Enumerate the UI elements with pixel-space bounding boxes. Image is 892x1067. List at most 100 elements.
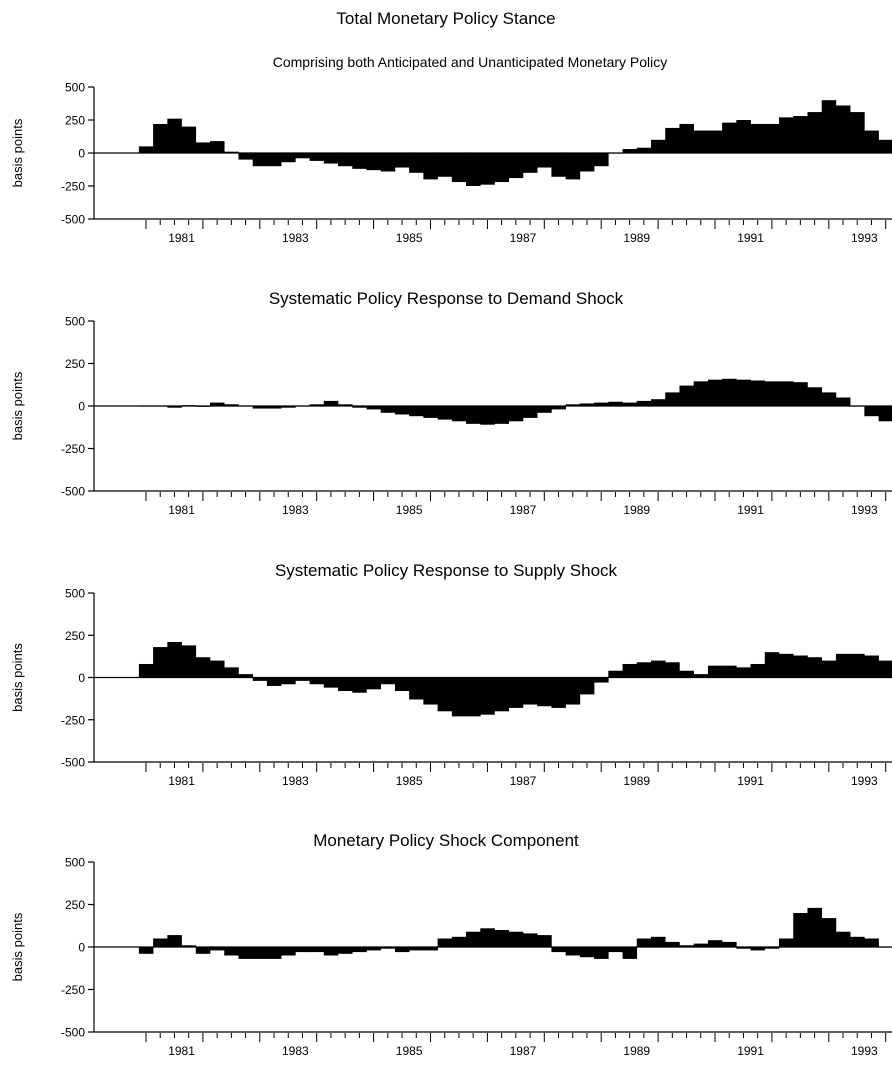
bar: [750, 380, 766, 406]
bar: [636, 662, 652, 678]
y-tick-label: 0: [78, 147, 85, 161]
x-tick-label: 1991: [737, 774, 764, 788]
bar: [537, 406, 552, 413]
y-tick-label: -250: [61, 180, 85, 194]
bar: [679, 670, 694, 678]
y-tick-label: 250: [65, 898, 85, 912]
bar: [295, 153, 310, 159]
bar: [807, 112, 822, 153]
chart-panel-3: Systematic Policy Response to Supply Sho…: [10, 561, 892, 788]
bar: [167, 935, 182, 947]
bar: [451, 153, 467, 183]
y-tick-label: -500: [61, 756, 85, 770]
bar: [722, 122, 737, 153]
bar: [665, 941, 680, 947]
bar: [238, 153, 253, 160]
bar: [380, 153, 396, 172]
bar: [238, 947, 253, 959]
bar: [494, 677, 510, 712]
bar: [266, 153, 282, 167]
bar: [793, 382, 808, 406]
bar: [309, 153, 325, 161]
bar: [693, 381, 709, 406]
bar: [779, 117, 794, 153]
bar: [650, 660, 666, 678]
bar: [864, 406, 879, 417]
x-tick-label: 1993: [851, 231, 878, 245]
bar: [835, 105, 851, 153]
x-tick-label: 1993: [851, 1044, 878, 1058]
bar: [338, 677, 353, 692]
chart-title: Systematic Policy Response to Supply Sho…: [275, 561, 618, 580]
bar: [850, 936, 865, 947]
chart-title: Total Monetary Policy Stance: [336, 9, 555, 28]
bar: [835, 931, 851, 947]
bar: [693, 130, 709, 153]
bar: [579, 403, 595, 406]
bar: [309, 404, 325, 406]
x-tick-label: 1981: [168, 1044, 195, 1058]
bar: [565, 404, 581, 406]
bar: [579, 947, 595, 958]
bar: [665, 127, 680, 153]
bar: [707, 130, 723, 153]
bar: [551, 947, 566, 953]
bar: [508, 677, 524, 708]
bar: [380, 677, 396, 685]
bar: [622, 402, 638, 406]
bar: [281, 677, 296, 685]
bar: [650, 936, 666, 947]
bar: [224, 667, 239, 678]
bar: [451, 677, 467, 717]
bar: [779, 381, 794, 406]
bar: [210, 402, 225, 406]
bar: [494, 406, 510, 424]
bar: [480, 928, 495, 947]
bar: [437, 153, 453, 177]
bar: [835, 397, 851, 406]
x-tick-label: 1985: [396, 231, 423, 245]
bar: [636, 147, 652, 153]
chart-panel-1: Total Monetary Policy Stance Comprising b…: [10, 9, 892, 245]
x-tick-label: 1981: [168, 774, 195, 788]
bar: [153, 123, 168, 153]
x-tick-label: 1985: [396, 503, 423, 517]
bar: [153, 647, 168, 678]
bar: [779, 653, 794, 678]
bar: [323, 677, 339, 688]
bar: [423, 406, 438, 418]
y-tick-label: -500: [61, 213, 85, 227]
bar: [195, 657, 211, 678]
bar: [195, 947, 211, 954]
bar: [707, 940, 723, 947]
bar: [210, 141, 225, 153]
bar: [295, 947, 310, 953]
bar: [594, 153, 609, 167]
bar: [807, 907, 822, 947]
x-tick-label: 1991: [737, 231, 764, 245]
bar: [366, 677, 382, 690]
bar: [195, 142, 211, 153]
bar: [238, 406, 253, 407]
bar: [409, 677, 424, 700]
bar: [835, 653, 851, 678]
bar: [650, 139, 666, 153]
bar: [480, 406, 495, 425]
bar: [736, 120, 751, 153]
bar: [224, 947, 239, 956]
bar: [650, 399, 666, 406]
bar: [764, 947, 780, 949]
bar: [138, 663, 154, 678]
y-tick-label: 0: [78, 941, 85, 955]
bar: [537, 153, 552, 168]
x-tick-label: 1987: [510, 774, 537, 788]
bar: [551, 677, 566, 708]
bar: [394, 406, 410, 415]
bar: [266, 406, 282, 409]
bar: [793, 913, 808, 947]
y-tick-label: 0: [78, 400, 85, 414]
bar: [622, 149, 638, 153]
bar: [608, 153, 623, 154]
bar: [466, 406, 481, 424]
